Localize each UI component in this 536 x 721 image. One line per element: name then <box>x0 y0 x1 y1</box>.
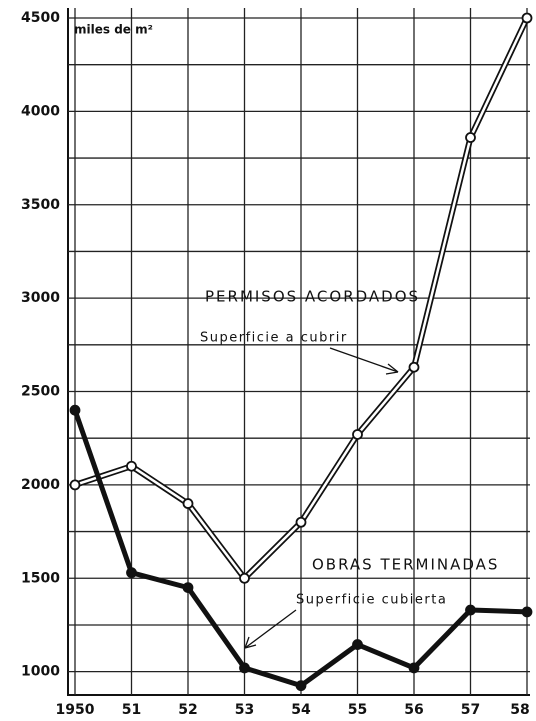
series-point <box>295 680 307 692</box>
x-tick-label: 56 <box>404 702 423 718</box>
grid: 1000 1500 2000 2500 3000 3500 4000 4500 1950 51 52… <box>21 8 530 718</box>
series-point <box>182 498 194 509</box>
series-point <box>69 404 81 416</box>
x-tick-label: 58 <box>510 702 529 718</box>
annotation-arrowhead <box>385 363 399 375</box>
annotation-arrowhead <box>244 636 257 649</box>
series-point <box>69 479 81 491</box>
series-point <box>182 582 194 594</box>
y-tick-label: 1500 <box>21 570 60 586</box>
series-point <box>465 132 476 143</box>
series-description: Superficie a cubrir <box>200 331 348 346</box>
series-point <box>239 662 250 674</box>
y-tick-label: 3500 <box>21 197 60 213</box>
y-tick-label: 4500 <box>21 10 60 26</box>
x-tick-label: 55 <box>348 702 367 718</box>
x-tick-label: 52 <box>178 702 197 718</box>
lines <box>69 12 533 692</box>
series-point <box>521 12 533 24</box>
series-point <box>126 567 137 579</box>
y-tick-label: 2000 <box>21 477 60 493</box>
y-unit-label: miles de m² <box>74 23 153 37</box>
y-tick-label: 3000 <box>21 290 60 306</box>
plot-frame <box>67 8 530 696</box>
annotation-arrow <box>244 609 297 649</box>
y-tick-label: 2500 <box>21 384 60 400</box>
x-tick-label: 57 <box>461 702 480 718</box>
series-point <box>521 606 533 618</box>
series-description: Superficie cubierta <box>296 593 447 608</box>
y-tick-label: 1000 <box>21 664 60 680</box>
x-tick-label: 51 <box>122 702 141 718</box>
annotation-arrow <box>329 347 399 373</box>
series-point <box>126 460 137 472</box>
series-point <box>465 604 476 616</box>
x-tick-label: 1950 <box>56 702 95 718</box>
x-tick-label: 54 <box>291 702 311 718</box>
x-tick-label: 53 <box>235 702 254 718</box>
series-point <box>408 662 420 674</box>
series-label: PERMISOS ACORDADOS <box>205 288 420 306</box>
series-point <box>295 516 307 528</box>
series-point <box>239 572 250 584</box>
series-label: OBRAS TERMINADAS <box>312 556 499 574</box>
series-point <box>352 429 363 440</box>
y-tick-label: 4000 <box>21 103 60 119</box>
series-point <box>408 361 420 373</box>
series-point <box>352 639 363 650</box>
